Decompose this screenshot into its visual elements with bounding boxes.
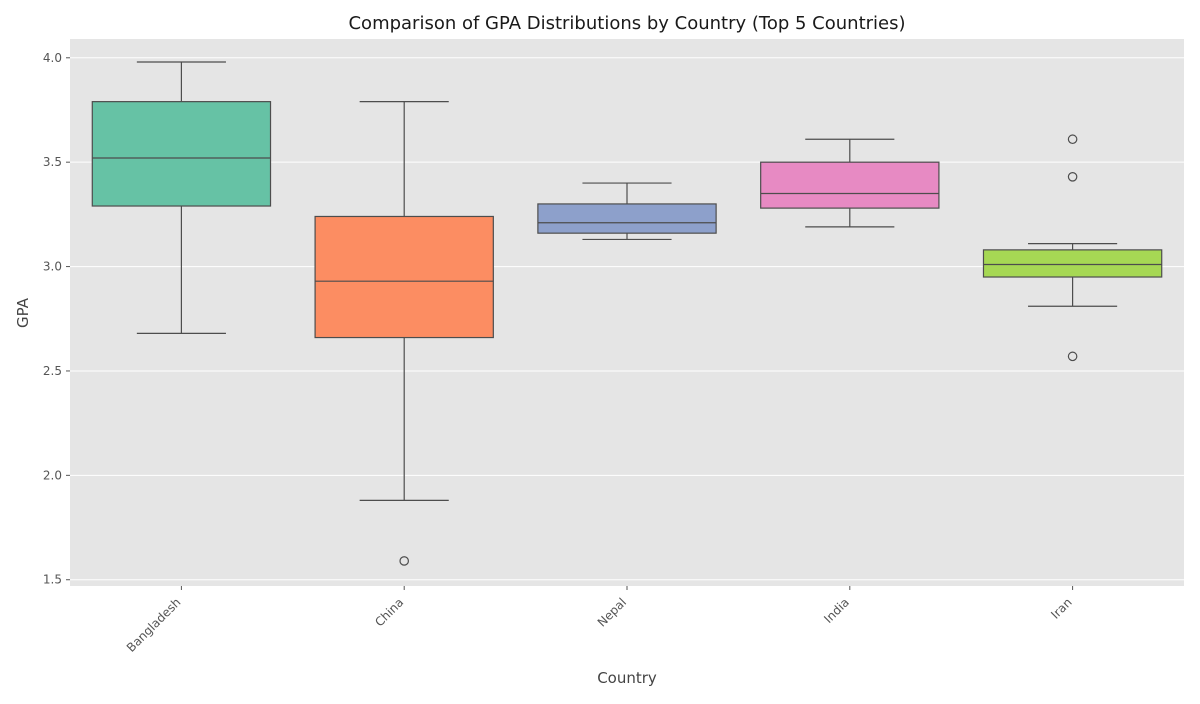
y-axis-label: GPA — [14, 297, 32, 328]
y-tick-label: 2.0 — [43, 468, 62, 482]
outlier-point — [399, 556, 409, 566]
grid-layer — [70, 57, 1184, 581]
outlier-point — [1067, 351, 1078, 362]
y-tick-label: 2.5 — [43, 364, 62, 378]
x-axis-label: Country — [597, 669, 657, 687]
x-tick-label: Nepal — [595, 595, 629, 629]
iqr-box — [760, 161, 940, 209]
x-tick-label: Bangladesh — [124, 595, 184, 655]
iqr-box — [91, 101, 272, 207]
x-tick-label: China — [372, 595, 406, 629]
iqr-box — [314, 215, 494, 339]
outlier-point — [1067, 171, 1078, 182]
box-iran — [982, 134, 1163, 362]
x-tick-layer: Bangladesh China Nepal India Iran — [124, 586, 1075, 655]
y-tick-label: 3.0 — [43, 260, 62, 274]
box-bangladesh — [91, 61, 272, 334]
box-china — [314, 101, 494, 566]
iqr-box — [537, 203, 717, 234]
y-tick-label: 1.5 — [43, 573, 62, 587]
y-tick-layer: 1.5 2.0 2.5 3.0 3.5 4.0 — [43, 51, 70, 587]
chart-title: Comparison of GPA Distributions by Count… — [348, 13, 905, 34]
outlier-point — [1067, 134, 1078, 145]
box-layer — [91, 61, 1163, 566]
x-tick-label: Iran — [1048, 595, 1074, 621]
iqr-box — [982, 249, 1163, 278]
box-india — [760, 138, 940, 228]
box-nepal — [537, 182, 717, 241]
x-tick-label: India — [821, 595, 852, 626]
y-tick-label: 3.5 — [43, 155, 62, 169]
y-tick-label: 4.0 — [43, 51, 62, 65]
